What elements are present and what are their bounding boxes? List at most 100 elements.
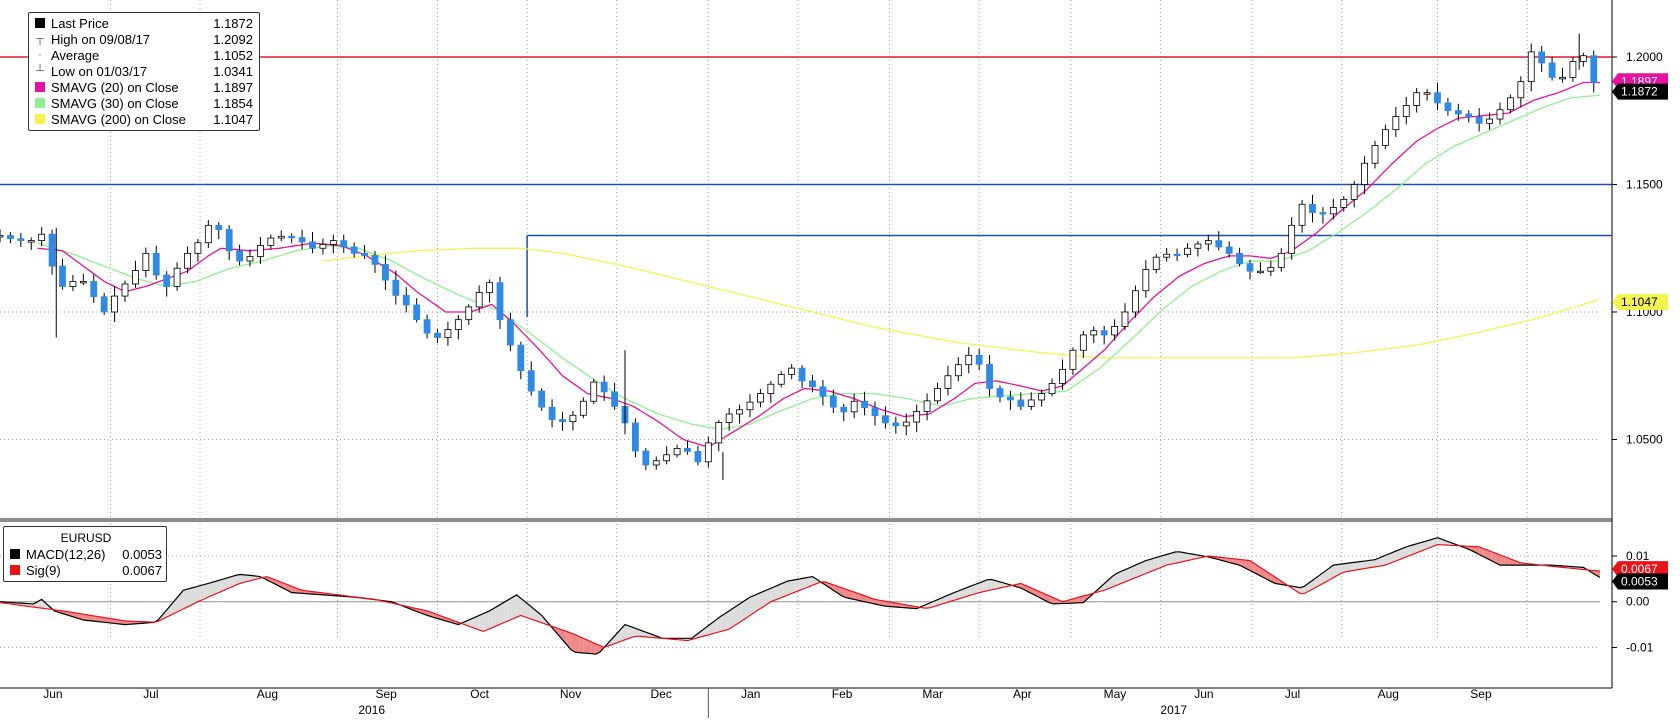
macd-fill-below (591, 641, 596, 655)
macd-fill-above (1100, 583, 1105, 592)
candle (663, 446, 671, 465)
macd-fill-above (770, 586, 775, 602)
macd-fill-above (216, 579, 221, 594)
candle-body (215, 224, 223, 230)
legend-label: SMAVG (200) on Close (51, 111, 186, 127)
candle-body (1204, 240, 1212, 245)
candle-body (767, 383, 775, 395)
legend-value: 0.0067 (122, 562, 162, 578)
square-icon (35, 82, 45, 92)
candle-body (257, 244, 264, 257)
macd-fill-below (587, 640, 592, 654)
candle (798, 365, 806, 388)
candle (538, 388, 546, 411)
macd-fill-above (995, 580, 1000, 589)
candle-body (1569, 61, 1577, 78)
candle-body (1402, 105, 1410, 117)
candle-body (1246, 263, 1254, 272)
macd-fill-above (708, 622, 713, 635)
legend-value: 1.0341 (213, 63, 253, 79)
macd-fill-below (1595, 570, 1600, 578)
candle (829, 389, 837, 413)
candle (1517, 76, 1525, 108)
candle-body (1382, 129, 1389, 146)
candle-body (277, 235, 285, 239)
candle (757, 389, 764, 408)
macd-fill-above (1000, 581, 1005, 588)
macd-fill-above (975, 582, 980, 594)
candle-body (236, 250, 243, 262)
macd-fill-above (958, 589, 963, 599)
macd-fill-above (245, 575, 250, 582)
candle (1007, 390, 1014, 411)
macd-fill-above (512, 594, 517, 619)
macd-fill-below (91, 615, 96, 622)
macd-fill-above (1337, 564, 1342, 576)
macd-fill-above (729, 608, 734, 630)
macd-fill-above (1329, 565, 1334, 580)
macd-fill-above (1400, 547, 1405, 560)
macd-fill-below (558, 628, 563, 640)
candle-body (777, 374, 785, 385)
sma20-line (37, 81, 1600, 448)
candle-body (152, 252, 160, 276)
candle-body (850, 400, 858, 413)
macd-fill-above (745, 597, 750, 619)
candle (652, 456, 660, 470)
candle (215, 222, 223, 240)
candle (0, 229, 4, 243)
candle (1257, 262, 1264, 274)
x-month-label: Jun (43, 687, 62, 701)
macd-fill-above (1183, 552, 1188, 562)
macd-fill-above (741, 599, 746, 621)
macd-fill-below (1250, 560, 1255, 573)
candle (413, 298, 421, 323)
macd-fill-above (1404, 546, 1409, 558)
macd-fill-below (1470, 546, 1475, 553)
candle-body (1111, 326, 1118, 336)
macd-fill-above (754, 593, 759, 613)
macd-fill-above (1141, 560, 1146, 576)
candle (1434, 82, 1441, 111)
macd-fill-above (1137, 562, 1142, 577)
value-badge-text: 0.0053 (1621, 574, 1658, 588)
x-month-label: Aug (1378, 687, 1399, 701)
candle (1475, 108, 1483, 132)
candle (1361, 156, 1368, 195)
macd-fill-above (1395, 549, 1400, 561)
macd-fill-below (87, 614, 92, 621)
candle (611, 382, 618, 411)
macd-fill-below (1079, 596, 1084, 603)
candle (527, 361, 535, 396)
x-year-label: 2016 (358, 703, 385, 717)
candle (1402, 96, 1410, 125)
legend-row: · Average 1.1052 (35, 47, 253, 63)
candle-body (1142, 269, 1150, 292)
candle (444, 321, 452, 346)
candle (1590, 50, 1598, 93)
candle-body (402, 295, 410, 306)
candle (861, 391, 868, 416)
candle-body (1434, 92, 1441, 104)
macd-fill-below (1083, 594, 1088, 603)
candle-body (632, 422, 639, 452)
macd-fill-above (1150, 558, 1155, 572)
candle-body (1121, 311, 1129, 327)
candle (882, 406, 889, 429)
x-month-label: Apr (1013, 687, 1032, 701)
candle (975, 348, 983, 371)
candle-body (1017, 399, 1025, 407)
candle-body (1027, 399, 1035, 407)
candle (913, 404, 921, 433)
candle (350, 242, 358, 258)
legend-row: Sig(9) 0.0067 (10, 562, 162, 578)
macd-fill-below (1491, 551, 1496, 563)
candle (38, 227, 46, 247)
macd-fill-above (779, 582, 784, 599)
macd-fill-above (220, 578, 225, 592)
macd-fill-above (962, 587, 967, 598)
candle (1454, 103, 1462, 121)
candle (746, 394, 754, 418)
candle (871, 401, 879, 426)
candle (402, 287, 410, 313)
